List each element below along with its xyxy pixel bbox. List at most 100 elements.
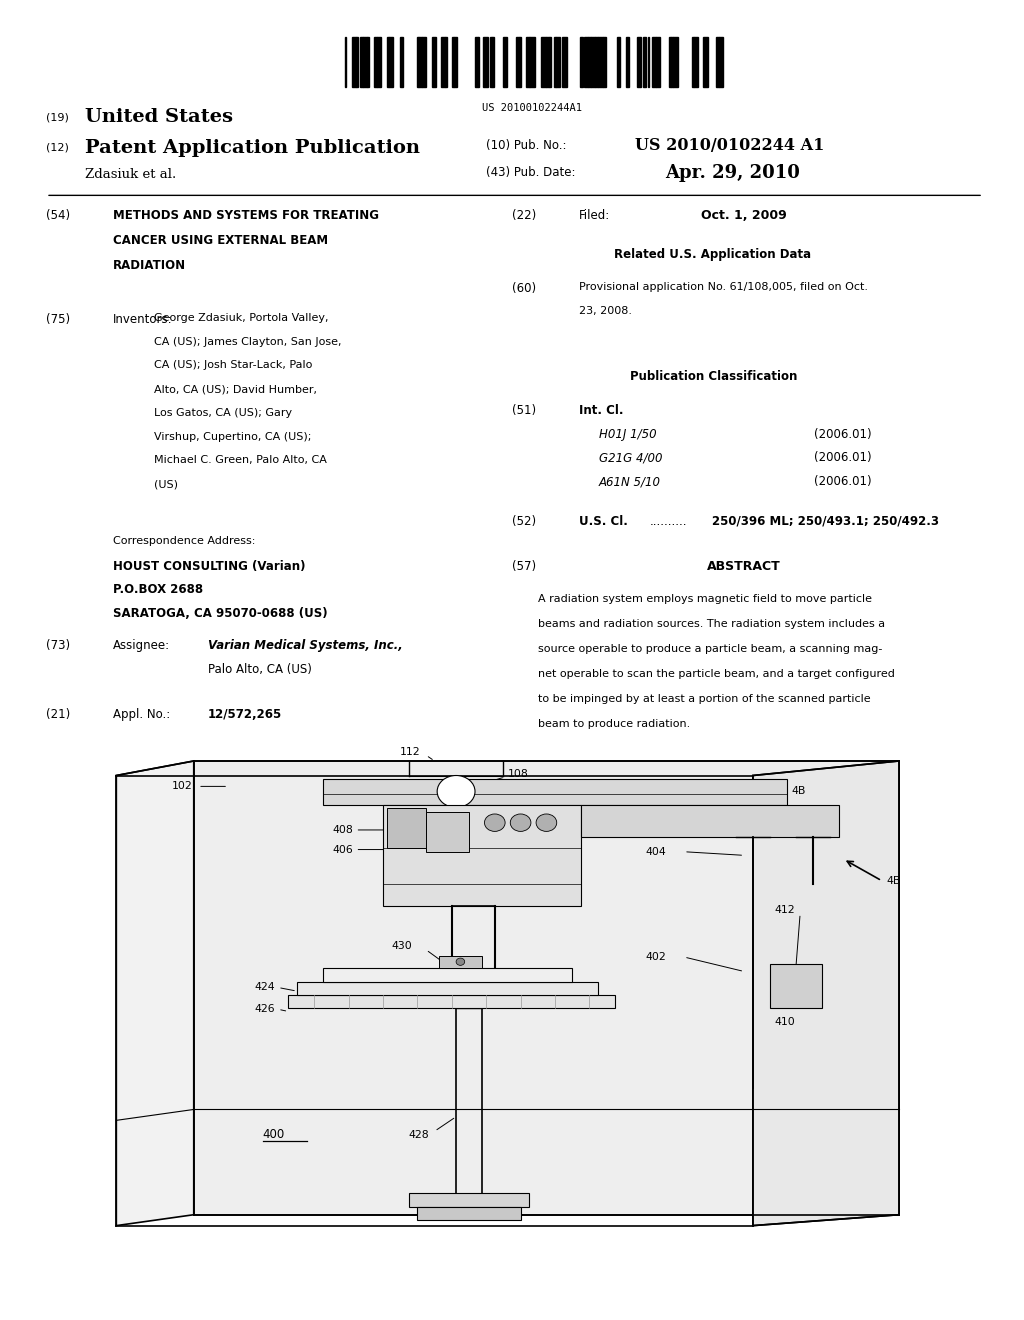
Bar bbox=[503, 37, 507, 87]
Text: beams and radiation sources. The radiation system includes a: beams and radiation sources. The radiati… bbox=[538, 619, 885, 630]
Text: Michael C. Green, Palo Alto, CA: Michael C. Green, Palo Alto, CA bbox=[154, 455, 327, 466]
Text: (22): (22) bbox=[512, 209, 537, 222]
Polygon shape bbox=[418, 1208, 520, 1220]
Bar bbox=[719, 37, 723, 87]
Bar bbox=[541, 37, 546, 87]
Bar bbox=[389, 37, 393, 87]
Polygon shape bbox=[383, 805, 581, 907]
Bar bbox=[440, 37, 444, 87]
Text: 414: 414 bbox=[727, 787, 748, 796]
Text: 410: 410 bbox=[774, 1018, 795, 1027]
Text: 408: 408 bbox=[332, 825, 353, 836]
Text: Virshup, Cupertino, CA (US);: Virshup, Cupertino, CA (US); bbox=[154, 432, 311, 442]
Circle shape bbox=[537, 814, 557, 832]
Text: U.S. Cl.: U.S. Cl. bbox=[579, 515, 628, 528]
Text: (2006.01): (2006.01) bbox=[814, 451, 871, 465]
Text: 12/572,265: 12/572,265 bbox=[208, 708, 283, 721]
Bar bbox=[377, 37, 381, 87]
Text: Filed:: Filed: bbox=[579, 209, 610, 222]
Bar bbox=[591, 37, 595, 87]
Text: (2006.01): (2006.01) bbox=[814, 428, 871, 441]
Polygon shape bbox=[426, 812, 469, 851]
Text: A radiation system employs magnetic field to move particle: A radiation system employs magnetic fiel… bbox=[538, 594, 871, 605]
Bar bbox=[554, 37, 556, 87]
Text: 428: 428 bbox=[409, 1130, 429, 1140]
Text: (52): (52) bbox=[512, 515, 537, 528]
Polygon shape bbox=[581, 805, 839, 837]
Text: 402: 402 bbox=[645, 952, 666, 962]
Text: Assignee:: Assignee: bbox=[113, 639, 170, 652]
Text: Publication Classification: Publication Classification bbox=[630, 370, 797, 383]
Bar bbox=[452, 37, 455, 87]
Text: United States: United States bbox=[85, 108, 233, 127]
Text: ABSTRACT: ABSTRACT bbox=[707, 560, 780, 573]
Polygon shape bbox=[289, 995, 615, 1008]
Text: 23, 2008.: 23, 2008. bbox=[579, 306, 632, 317]
Text: (12): (12) bbox=[46, 143, 69, 153]
Bar bbox=[360, 37, 364, 87]
Text: CA (US); Josh Star-Lack, Palo: CA (US); Josh Star-Lack, Palo bbox=[154, 360, 312, 371]
Polygon shape bbox=[387, 808, 426, 849]
Text: P.O.BOX 2688: P.O.BOX 2688 bbox=[113, 583, 203, 597]
Bar bbox=[694, 37, 698, 87]
Bar bbox=[652, 37, 655, 87]
Bar bbox=[518, 37, 520, 87]
Text: (54): (54) bbox=[46, 209, 71, 222]
Polygon shape bbox=[753, 762, 899, 1225]
Text: A61N 5/10: A61N 5/10 bbox=[599, 475, 662, 488]
Text: Related U.S. Application Data: Related U.S. Application Data bbox=[614, 248, 812, 261]
Bar bbox=[493, 37, 495, 87]
Text: Alto, CA (US); David Humber,: Alto, CA (US); David Humber, bbox=[154, 384, 316, 395]
Text: 112: 112 bbox=[400, 747, 421, 758]
Bar bbox=[637, 37, 641, 87]
Text: METHODS AND SYSTEMS FOR TREATING: METHODS AND SYSTEMS FOR TREATING bbox=[113, 209, 379, 222]
Bar bbox=[422, 37, 426, 87]
Circle shape bbox=[437, 776, 475, 808]
Bar bbox=[655, 37, 659, 87]
Text: (2006.01): (2006.01) bbox=[814, 475, 871, 488]
Text: ..........: .......... bbox=[650, 515, 688, 528]
Text: H01J 1/50: H01J 1/50 bbox=[599, 428, 656, 441]
Text: Los Gatos, CA (US); Gary: Los Gatos, CA (US); Gary bbox=[154, 408, 292, 418]
Text: Int. Cl.: Int. Cl. bbox=[579, 404, 623, 417]
Bar bbox=[584, 37, 588, 87]
Text: beam to produce radiation.: beam to produce radiation. bbox=[538, 719, 690, 730]
Text: 418: 418 bbox=[551, 861, 571, 871]
Polygon shape bbox=[770, 965, 821, 1008]
Bar bbox=[483, 37, 487, 87]
Text: SARATOGA, CA 95070-0688 (US): SARATOGA, CA 95070-0688 (US) bbox=[113, 607, 328, 620]
Text: Zdasiuk et al.: Zdasiuk et al. bbox=[85, 168, 176, 181]
Text: Apr. 29, 2010: Apr. 29, 2010 bbox=[666, 164, 801, 182]
Bar bbox=[418, 37, 420, 87]
Text: (21): (21) bbox=[46, 708, 71, 721]
Text: CA (US); James Clayton, San Jose,: CA (US); James Clayton, San Jose, bbox=[154, 337, 341, 347]
Text: (73): (73) bbox=[46, 639, 71, 652]
Bar bbox=[581, 37, 583, 87]
Bar bbox=[364, 37, 367, 87]
Bar bbox=[617, 37, 621, 87]
Text: (19): (19) bbox=[46, 112, 69, 123]
Bar bbox=[417, 37, 418, 87]
Bar bbox=[431, 37, 435, 87]
Text: Appl. No.:: Appl. No.: bbox=[113, 708, 170, 721]
Text: Provisional application No. 61/108,005, filed on Oct.: Provisional application No. 61/108,005, … bbox=[579, 282, 867, 293]
Circle shape bbox=[484, 814, 505, 832]
Text: RADIATION: RADIATION bbox=[113, 259, 185, 272]
Bar bbox=[367, 37, 369, 87]
Bar bbox=[627, 37, 629, 87]
Bar bbox=[673, 37, 678, 87]
Text: 250/396 ML; 250/493.1; 250/492.3: 250/396 ML; 250/493.1; 250/492.3 bbox=[712, 515, 939, 528]
Polygon shape bbox=[409, 1193, 529, 1208]
Bar bbox=[562, 37, 567, 87]
Bar bbox=[526, 37, 528, 87]
Bar bbox=[400, 37, 403, 87]
Bar bbox=[420, 37, 422, 87]
Bar bbox=[352, 37, 356, 87]
Bar bbox=[490, 37, 493, 87]
Text: Palo Alto, CA (US): Palo Alto, CA (US) bbox=[208, 663, 311, 676]
Bar bbox=[603, 37, 606, 87]
Bar bbox=[556, 37, 560, 87]
Bar bbox=[528, 37, 530, 87]
Text: (US): (US) bbox=[154, 479, 177, 490]
Bar bbox=[546, 37, 549, 87]
